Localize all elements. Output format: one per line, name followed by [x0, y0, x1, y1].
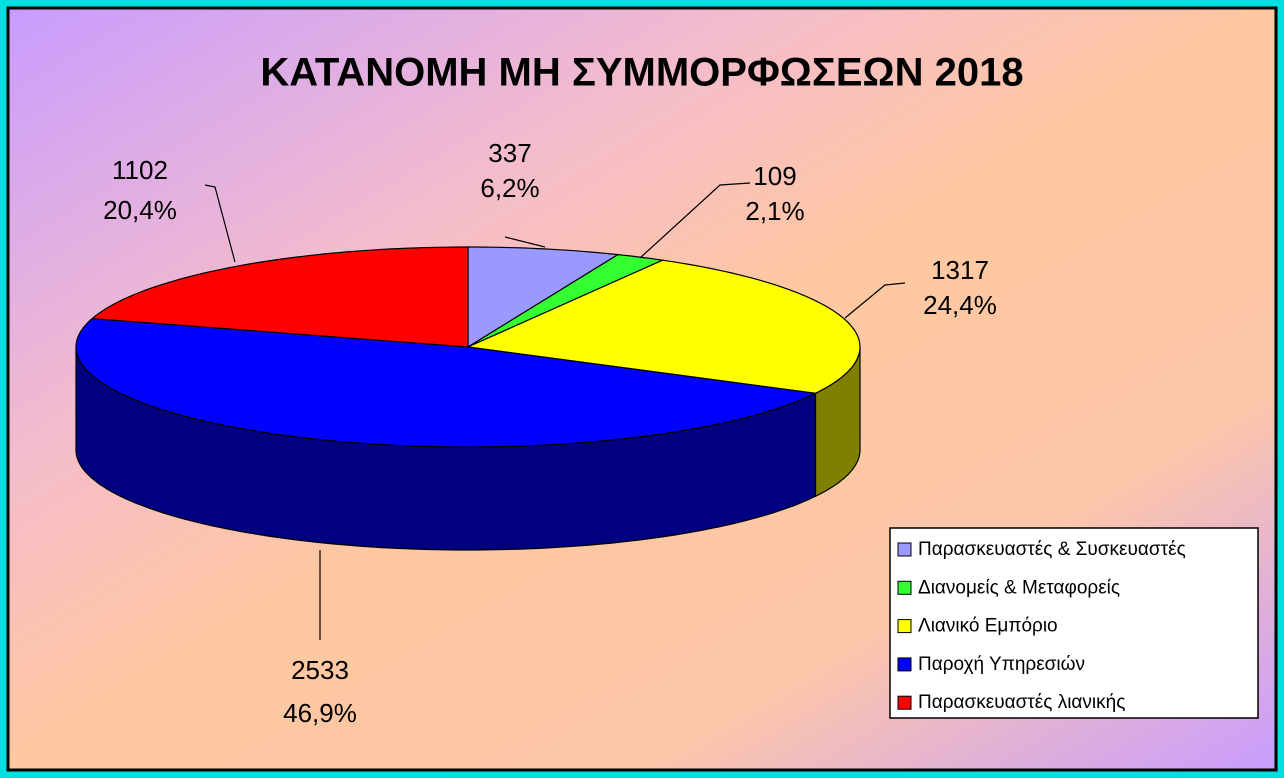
legend-swatch [897, 580, 912, 595]
legend-swatch [897, 695, 912, 710]
legend-label: Παρασκευαστές λιανικής [918, 692, 1125, 713]
legend-label: Διανομείς & Μεταφορείς [918, 577, 1120, 598]
legend-label: Παρασκευαστές & Συσκευαστές [918, 539, 1186, 560]
percent-label: 2,1% [745, 196, 804, 226]
legend-label: Λιανικό Εμπόριο [918, 616, 1058, 637]
data-labels: 337 6,2% 109 2,1% 1317 24,4% 2533 46,9% 1102 20,4… [103, 138, 997, 728]
legend-swatch [897, 657, 912, 672]
leader-line [504, 236, 546, 248]
percent-label: 20,4% [103, 195, 177, 225]
value-label: 1102 [112, 155, 168, 185]
slice [75, 317, 818, 448]
legend-label: Παροχή Υπηρεσιών [918, 654, 1085, 675]
legend-swatch [897, 619, 912, 634]
leader-line [204, 184, 236, 263]
chart-title: ΚΑΤΑΝΟΜΗ ΜΗ ΣΥΜΜΟΡΦΩΣΕΩΝ 2018 [260, 51, 1023, 95]
value-label: 1317 [931, 255, 989, 285]
slice [90, 246, 469, 348]
percent-label: 46,9% [283, 698, 357, 728]
pie [75, 246, 861, 551]
percent-label: 6,2% [480, 173, 539, 203]
value-label: 109 [753, 161, 796, 191]
percent-label: 24,4% [923, 290, 997, 320]
leader-line [639, 182, 751, 259]
legend: Παρασκευαστές & Συσκευαστές Διανομείς & Μ… [897, 539, 1186, 713]
legend-swatch [897, 542, 912, 557]
leader-line [844, 282, 906, 319]
legend-box [889, 527, 1259, 719]
slice [467, 246, 620, 349]
value-label: 337 [488, 138, 531, 168]
value-label: 2533 [291, 655, 349, 685]
